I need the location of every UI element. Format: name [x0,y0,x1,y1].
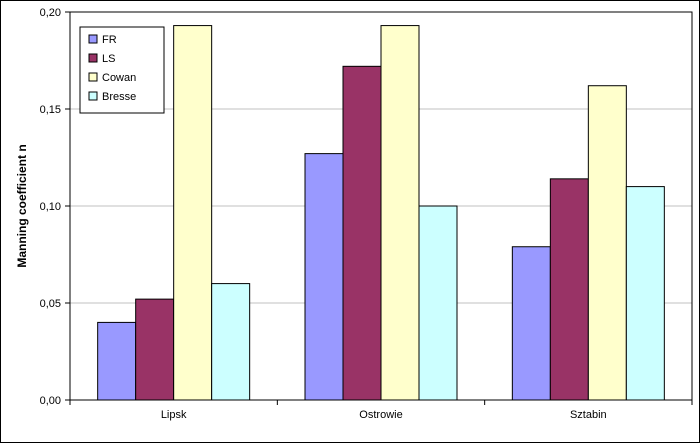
bar-bresse-sztabin [625,186,665,401]
y-tick-label: 0,05 [40,298,61,310]
bar-ls-ostrowie [342,65,382,401]
bar-fr-ostrowie [304,153,344,401]
bar-bresse-lipsk [211,283,251,401]
y-tick-label: 0,20 [40,7,61,19]
x-tick-label: Sztabin [570,409,607,421]
legend-swatch-fr [88,34,98,44]
bars [97,25,665,401]
bar-cowan-sztabin [587,85,627,401]
bar-ls-sztabin [549,178,589,401]
bar-cowan-lipsk [173,25,213,401]
y-tick-label: 0,00 [40,395,61,407]
legend: FR LS Cowan Bresse [79,26,165,114]
bar-ls-lipsk [135,298,175,401]
x-tick-label: Lipsk [161,409,187,421]
legend-swatch-ls [88,53,98,63]
x-axis: Lipsk Ostrowie Sztabin [69,400,693,421]
legend-label-bresse: Bresse [102,91,136,103]
y-tick-label: 0,15 [40,104,61,116]
bar-fr-sztabin [511,246,551,401]
y-axis: 0,00 0,05 0,10 0,15 0,20 [40,7,70,407]
legend-label-ls: LS [102,53,115,65]
legend-label-fr: FR [102,34,117,46]
legend-swatch-bresse [88,91,98,101]
y-axis-title: Manning coefficient n [15,144,29,267]
bar-bresse-ostrowie [418,205,458,401]
y-tick-label: 0,10 [40,201,61,213]
bar-fr-lipsk [97,321,137,401]
x-tick-label: Ostrowie [359,409,402,421]
legend-swatch-cowan [88,72,98,82]
legend-label-cowan: Cowan [102,72,136,84]
bar-cowan-ostrowie [380,25,420,401]
